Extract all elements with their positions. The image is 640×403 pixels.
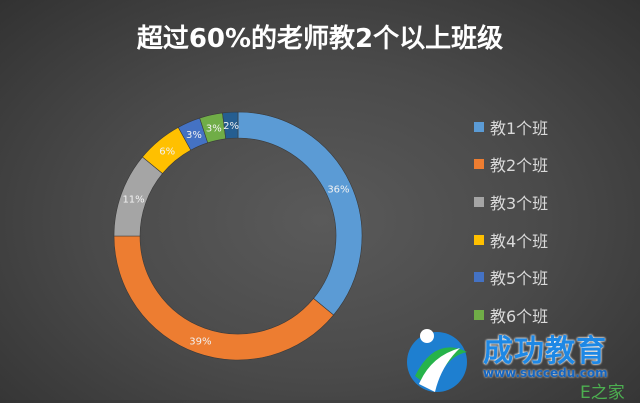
data-label: 11% [122,194,144,205]
legend-item: 教2个班 [474,146,548,184]
legend-item: 教4个班 [474,221,548,259]
legend-label: 教6个班 [490,306,549,326]
legend: 教1个班教2个班教3个班教4个班教5个班教6个班 [474,108,548,334]
legend-swatch [474,121,484,132]
legend-swatch [474,309,484,320]
slice-1 [237,111,363,316]
data-label: 39% [189,336,211,347]
slice-7 [222,111,239,140]
logo-globe-icon [407,329,467,392]
legend-item: 教6个班 [474,296,548,334]
data-label: 6% [159,146,175,157]
data-label: 3% [206,124,222,135]
legend-item: 教1个班 [474,108,548,146]
legend-item: 教3个班 [474,183,548,221]
legend-swatch [474,234,484,245]
data-label: 2% [223,121,239,132]
logo-text: 成功教育 [483,334,607,369]
legend-label: 教5个班 [490,269,549,289]
legend-label: 教1个班 [490,118,549,138]
legend-item: 教5个班 [474,258,548,296]
legend-label: 教2个班 [490,156,549,176]
legend-swatch [474,272,484,283]
data-label: 36% [327,185,349,196]
legend-label: 教4个班 [490,231,549,251]
legend-swatch [474,159,484,170]
data-label: 3% [186,130,202,141]
legend-label: 教3个班 [490,193,549,213]
chart-title: 超过60%的老师教2个以上班级 [136,24,504,54]
watermark-logo: 成功教育 www.succedu.com E之家 [405,326,640,403]
slice-2 [113,235,334,361]
logo-secondary: E之家 [580,383,625,403]
logo-url: www.succedu.com [483,366,608,380]
legend-swatch [474,196,484,207]
